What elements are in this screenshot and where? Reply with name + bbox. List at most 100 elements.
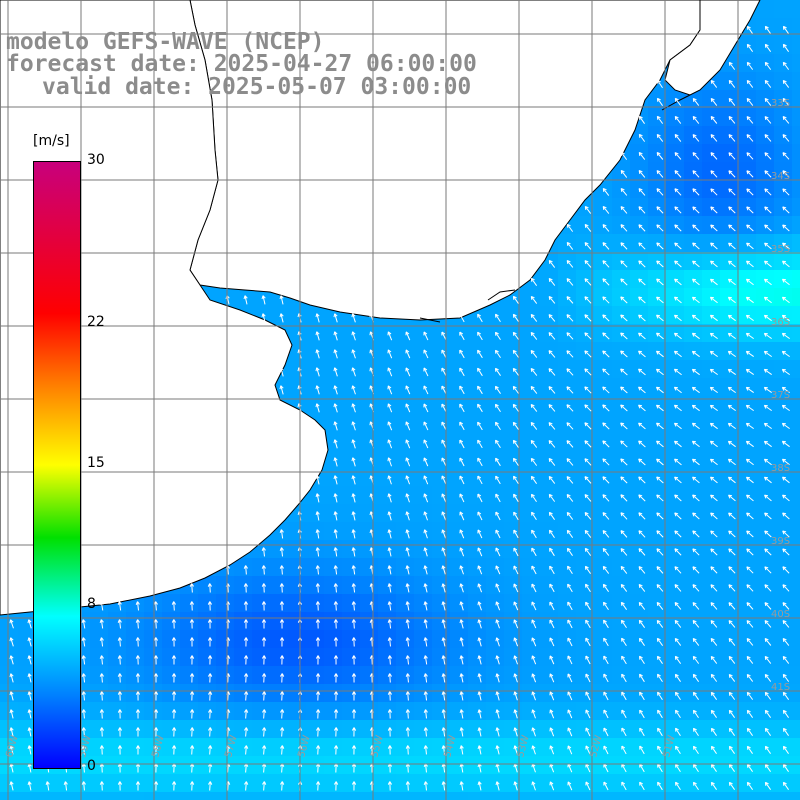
speed-cell <box>306 540 324 558</box>
speed-cell <box>792 162 800 180</box>
speed-cell <box>360 504 378 522</box>
speed-cell <box>288 612 306 630</box>
speed-cell <box>90 648 108 666</box>
speed-cell <box>198 666 216 684</box>
speed-cell <box>414 720 432 738</box>
speed-cell <box>198 720 216 738</box>
speed-cell <box>216 594 234 612</box>
speed-cell <box>792 18 800 36</box>
speed-cell <box>468 540 486 558</box>
speed-cell <box>288 378 306 396</box>
speed-cell <box>162 648 180 666</box>
speed-cell <box>612 612 630 630</box>
speed-cell <box>414 630 432 648</box>
speed-cell <box>144 630 162 648</box>
speed-cell <box>486 504 504 522</box>
speed-cell <box>378 414 396 432</box>
speed-cell <box>90 630 108 648</box>
speed-cell <box>144 666 162 684</box>
speed-cell <box>396 450 414 468</box>
speed-cell <box>324 576 342 594</box>
speed-cell <box>432 756 450 774</box>
speed-cell <box>792 594 800 612</box>
speed-cell <box>108 648 126 666</box>
speed-cell <box>792 468 800 486</box>
speed-cell <box>342 522 360 540</box>
speed-cell <box>648 720 666 738</box>
speed-cell <box>576 756 594 774</box>
speed-cell <box>378 432 396 450</box>
speed-cell <box>378 540 396 558</box>
speed-cell <box>360 684 378 702</box>
speed-cell <box>162 666 180 684</box>
speed-cell <box>648 756 666 774</box>
speed-cell <box>324 504 342 522</box>
speed-cell <box>792 648 800 666</box>
speed-cell <box>288 702 306 720</box>
speed-cell <box>486 756 504 774</box>
speed-cell <box>378 594 396 612</box>
speed-cell <box>468 432 486 450</box>
speed-cell <box>468 522 486 540</box>
speed-cell <box>630 666 648 684</box>
speed-cell <box>432 504 450 522</box>
speed-cell <box>450 612 468 630</box>
speed-cell <box>342 720 360 738</box>
speed-cell <box>288 666 306 684</box>
speed-cell <box>234 792 252 800</box>
latitude-label: 37S <box>771 390 790 401</box>
speed-cell <box>396 342 414 360</box>
speed-cell <box>540 630 558 648</box>
speed-cell <box>576 558 594 576</box>
speed-cell <box>414 756 432 774</box>
speed-cell <box>216 576 234 594</box>
speed-cell <box>216 792 234 800</box>
speed-cell <box>396 486 414 504</box>
speed-cell <box>792 234 800 252</box>
speed-cell <box>288 324 306 342</box>
speed-cell <box>396 396 414 414</box>
speed-cell <box>468 576 486 594</box>
speed-cell <box>774 792 792 800</box>
speed-cell <box>522 612 540 630</box>
speed-cell <box>414 792 432 800</box>
speed-cell <box>378 666 396 684</box>
speed-cell <box>378 396 396 414</box>
speed-cell <box>306 666 324 684</box>
speed-cell <box>252 792 270 800</box>
speed-cell <box>306 306 324 324</box>
speed-cell <box>342 540 360 558</box>
speed-cell <box>792 0 800 18</box>
speed-cell <box>234 774 252 792</box>
speed-cell <box>198 630 216 648</box>
speed-cell <box>792 252 800 270</box>
speed-cell <box>144 612 162 630</box>
speed-cell <box>792 558 800 576</box>
speed-cell <box>252 666 270 684</box>
colorbar <box>33 161 81 769</box>
speed-cell <box>342 558 360 576</box>
speed-cell <box>792 342 800 360</box>
speed-cell <box>144 648 162 666</box>
speed-cell <box>432 774 450 792</box>
speed-cell <box>234 630 252 648</box>
speed-cell <box>468 360 486 378</box>
speed-cell <box>144 684 162 702</box>
speed-cell <box>324 324 342 342</box>
speed-cell <box>216 774 234 792</box>
speed-cell <box>486 540 504 558</box>
speed-cell <box>540 756 558 774</box>
speed-cell <box>108 684 126 702</box>
speed-cell <box>162 594 180 612</box>
speed-cell <box>630 792 648 800</box>
speed-cell <box>378 684 396 702</box>
speed-cell <box>450 558 468 576</box>
speed-cell <box>594 648 612 666</box>
speed-cell <box>378 792 396 800</box>
speed-cell <box>486 414 504 432</box>
speed-cell <box>576 648 594 666</box>
speed-cell <box>342 396 360 414</box>
speed-cell <box>450 450 468 468</box>
speed-cell <box>756 792 774 800</box>
speed-cell <box>90 702 108 720</box>
